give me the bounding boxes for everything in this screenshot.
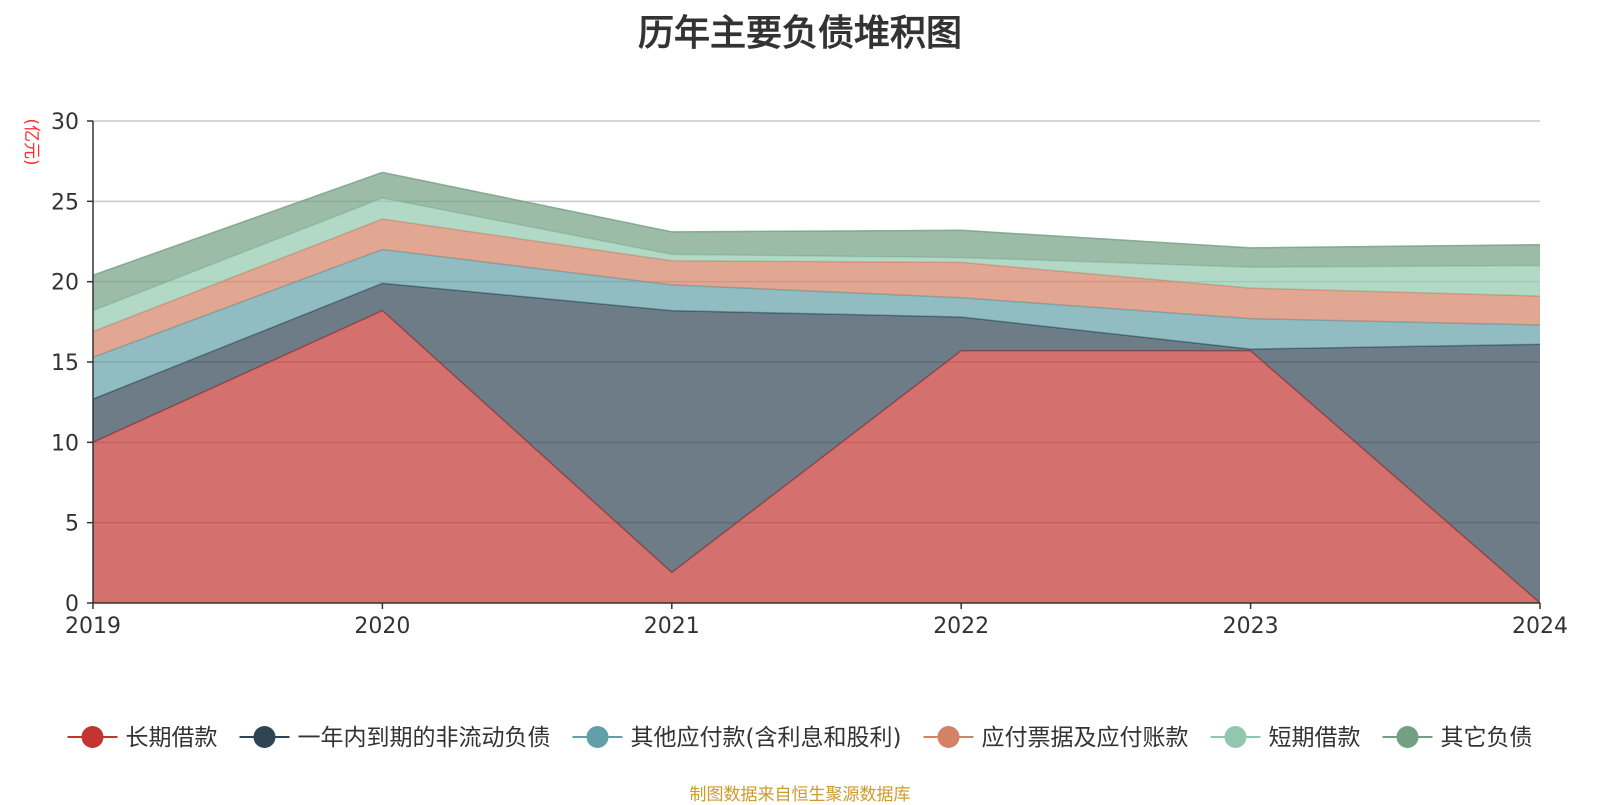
x-tick-label-2022: 2022 bbox=[933, 614, 989, 639]
legend-symbol-6 bbox=[1382, 726, 1433, 748]
area-series-3 bbox=[93, 249, 1540, 399]
legend-item-1[interactable]: 长期借款 bbox=[67, 725, 218, 751]
legend: 长期借款 一年内到期的非流动负债 其他应付款(含利息和股利) 应付票据及应付账款 短期借… bbox=[67, 725, 1533, 751]
y-axis-unit-label: (亿元) bbox=[21, 118, 41, 165]
legend-item-2[interactable]: 一年内到期的非流动负债 bbox=[239, 725, 551, 751]
y-tick-label-5: 5 bbox=[65, 512, 79, 537]
legend-label-3: 其他应付款(含利息和股利) bbox=[631, 725, 902, 751]
x-tick-label-2023: 2023 bbox=[1223, 614, 1279, 639]
y-tick-label-20: 20 bbox=[51, 271, 79, 296]
area-series-6 bbox=[93, 172, 1540, 311]
legend-item-3[interactable]: 其他应付款(含利息和股利) bbox=[572, 725, 902, 751]
chart-title: 历年主要负债堆积图 bbox=[637, 13, 962, 54]
y-tick-label-0: 0 bbox=[65, 592, 79, 617]
y-tick-label-30: 30 bbox=[51, 110, 79, 135]
area-series-2 bbox=[93, 283, 1540, 603]
x-tick-label-2019: 2019 bbox=[65, 614, 121, 639]
y-tick-label-15: 15 bbox=[51, 351, 79, 376]
axes: 0 5 10 15 20 25 30 2019 2020 2021 2022 2023 2024 bbox=[51, 110, 1568, 639]
y-tick-label-25: 25 bbox=[51, 190, 79, 215]
legend-symbol-3 bbox=[572, 726, 623, 748]
area-series-1 bbox=[93, 310, 1540, 603]
x-tick-label-2021: 2021 bbox=[644, 614, 700, 639]
area-series bbox=[92, 171, 1541, 604]
x-tick-label-2020: 2020 bbox=[354, 614, 410, 639]
area-series-line-6 bbox=[92, 171, 1541, 276]
legend-symbol-5 bbox=[1210, 726, 1261, 748]
y-tick-label-10: 10 bbox=[51, 431, 79, 456]
legend-symbol-1 bbox=[67, 726, 118, 748]
legend-label-5: 短期借款 bbox=[1269, 725, 1361, 751]
legend-symbol-4 bbox=[923, 726, 974, 748]
area-series-4 bbox=[93, 219, 1540, 358]
legend-label-1: 长期借款 bbox=[126, 725, 218, 751]
legend-item-6[interactable]: 其它负债 bbox=[1382, 725, 1533, 751]
legend-label-4: 应付票据及应付账款 bbox=[982, 725, 1189, 751]
legend-item-4[interactable]: 应付票据及应付账款 bbox=[923, 725, 1189, 751]
legend-label-2: 一年内到期的非流动负债 bbox=[298, 725, 551, 751]
source-note: 制图数据来自恒生聚源数据库 bbox=[689, 785, 911, 805]
legend-label-6: 其它负债 bbox=[1441, 725, 1533, 751]
legend-symbol-2 bbox=[239, 726, 290, 748]
x-tick-label-2024: 2024 bbox=[1512, 614, 1568, 639]
legend-item-5[interactable]: 短期借款 bbox=[1210, 725, 1361, 751]
